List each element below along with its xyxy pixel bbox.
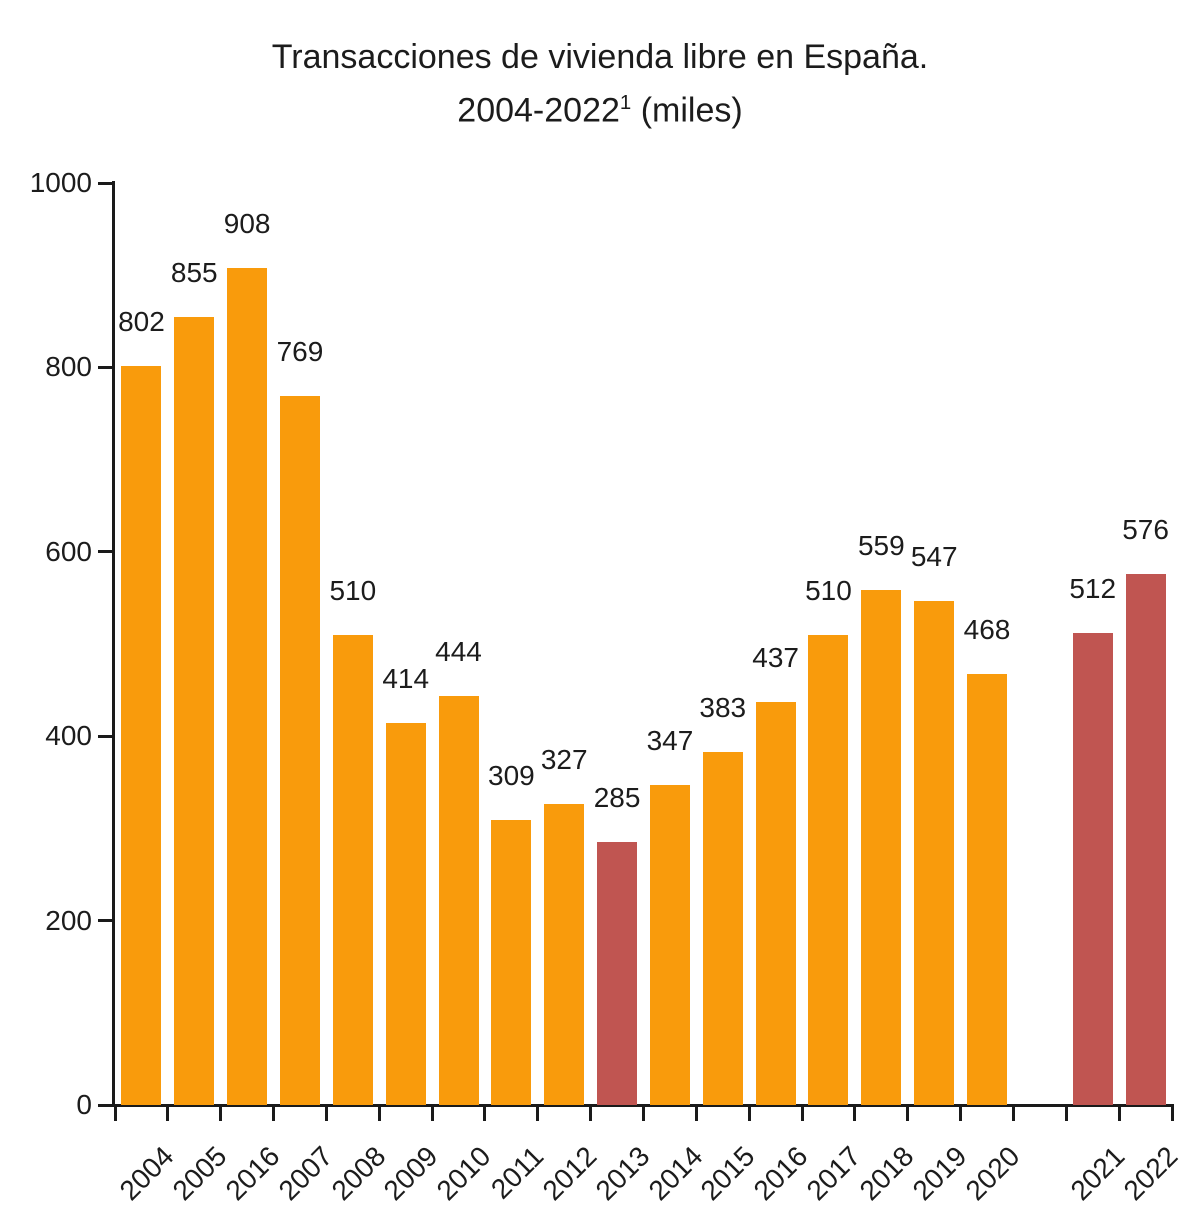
x-axis-label-2018: 2018 [853, 1140, 920, 1207]
bar-value-label: 285 [593, 782, 641, 814]
bar-2019 [914, 600, 955, 1105]
y-axis-tick-label: 200 [45, 904, 92, 936]
x-axis-label-2005: 2005 [166, 1140, 233, 1207]
y-axis-tick-label: 800 [45, 351, 92, 383]
chart-title: Transacciones de vivienda libre en Españ… [0, 34, 1200, 133]
bar-2022 [1125, 573, 1166, 1105]
x-axis-label-2019: 2019 [906, 1140, 973, 1207]
x-axis-label-2004: 2004 [113, 1140, 180, 1207]
bar-2016 [755, 702, 796, 1105]
x-axis-tick [642, 1106, 645, 1121]
x-axis-tick [1117, 1106, 1121, 1121]
bar-value-label: 855 [170, 256, 218, 288]
x-axis-label-2009: 2009 [377, 1140, 444, 1207]
x-axis-tick [747, 1106, 751, 1121]
x-axis-tick [694, 1106, 698, 1121]
bar-2013 [597, 842, 638, 1105]
x-axis-label-2008: 2008 [325, 1140, 392, 1207]
x-axis-tick [800, 1106, 804, 1121]
y-axis-tick [98, 734, 112, 738]
x-axis-label-2022: 2022 [1117, 1140, 1184, 1207]
x-axis-label-2017: 2017 [800, 1140, 867, 1207]
y-axis-tick [98, 181, 112, 185]
chart-title-line2-text: 2004-2022 [457, 91, 620, 130]
chart-title-footnote-marker: 1 [619, 92, 632, 114]
x-axis-tick [589, 1106, 593, 1121]
bar-2021 [1072, 632, 1113, 1105]
y-axis-tick-label: 0 [76, 1089, 92, 1120]
y-axis-tick [98, 550, 112, 554]
bar-value-label: 769 [276, 335, 324, 367]
bar-value-label: 908 [223, 207, 271, 239]
bar-value-label: 510 [805, 574, 852, 606]
bar-2017 [808, 634, 849, 1105]
bar-value-label: 802 [118, 305, 165, 337]
bar-2020 [967, 673, 1008, 1105]
x-axis-label-2010: 2010 [430, 1140, 497, 1207]
x-axis-label-2021: 2021 [1064, 1140, 1131, 1207]
bar-2016 [227, 267, 268, 1105]
bar-value-label: 327 [540, 743, 588, 775]
x-axis-label-2013: 2013 [589, 1140, 656, 1207]
bar-2005 [174, 316, 215, 1105]
x-axis-label-2020: 2020 [959, 1140, 1026, 1207]
bar-value-label: 510 [329, 574, 377, 606]
x-axis-tick [113, 1106, 117, 1121]
bar-value-label: 559 [857, 529, 905, 561]
bar-2018 [861, 589, 902, 1105]
bar-2011 [491, 820, 532, 1105]
x-axis-tick [536, 1106, 540, 1121]
y-axis-tick-label: 1000 [29, 167, 92, 198]
chart-title-line2: 2004-20221 (miles) [0, 80, 1200, 133]
y-axis-tick [98, 919, 112, 923]
y-axis-tick-label: 600 [45, 535, 92, 567]
bar-2015 [702, 751, 743, 1105]
x-axis-label-2016: 2016 [747, 1140, 814, 1207]
bar-value-label: 547 [910, 540, 958, 572]
x-axis-tick [166, 1106, 170, 1121]
bar-value-label: 383 [699, 691, 747, 723]
chart-title-line2-units: (miles) [631, 91, 743, 130]
bar-2010 [438, 695, 479, 1105]
bar-2007 [279, 395, 320, 1105]
x-axis-label-2012: 2012 [536, 1140, 603, 1207]
bar-2008 [332, 634, 373, 1105]
bar-2012 [544, 803, 585, 1105]
bar-value-label: 309 [488, 760, 535, 792]
x-axis-label-2015: 2015 [695, 1140, 761, 1207]
bar-2014 [649, 785, 690, 1105]
x-axis-tick [959, 1106, 963, 1121]
bar-value-label: 512 [1069, 572, 1117, 604]
x-axis [101, 1104, 1174, 1107]
x-axis-tick [377, 1106, 381, 1121]
y-axis-tick [98, 1103, 112, 1107]
bar-value-label: 444 [435, 635, 482, 667]
x-axis-label-2007: 2007 [272, 1140, 339, 1207]
bar-value-label: 437 [752, 642, 799, 674]
chart-title-line1: Transacciones de vivienda libre en Españ… [271, 38, 929, 76]
y-axis-tick-label: 400 [45, 720, 92, 752]
x-axis-tick [324, 1106, 328, 1121]
x-axis-tick [1064, 1106, 1068, 1121]
x-axis-tick [272, 1106, 276, 1121]
x-axis-tick [1011, 1106, 1015, 1121]
x-axis-tick [906, 1106, 910, 1121]
bar-value-label: 576 [1122, 513, 1169, 545]
x-axis-tick [219, 1106, 223, 1121]
x-axis-tick [430, 1106, 434, 1121]
bar-value-label: 414 [382, 663, 430, 695]
x-axis-label-2014: 2014 [642, 1140, 709, 1207]
bar-value-label: 347 [646, 725, 694, 757]
x-axis-tick [853, 1106, 857, 1121]
x-axis-tick [483, 1106, 487, 1121]
y-axis-tick [98, 365, 112, 369]
x-axis-label-2011: 2011 [485, 1140, 550, 1205]
x-axis-tick [1170, 1106, 1174, 1121]
x-axis-label-2016: 2016 [219, 1140, 286, 1207]
y-axis [112, 181, 115, 1107]
bar-2009 [385, 723, 426, 1105]
bar-2004 [121, 365, 162, 1105]
bar-value-label: 468 [963, 613, 1011, 645]
